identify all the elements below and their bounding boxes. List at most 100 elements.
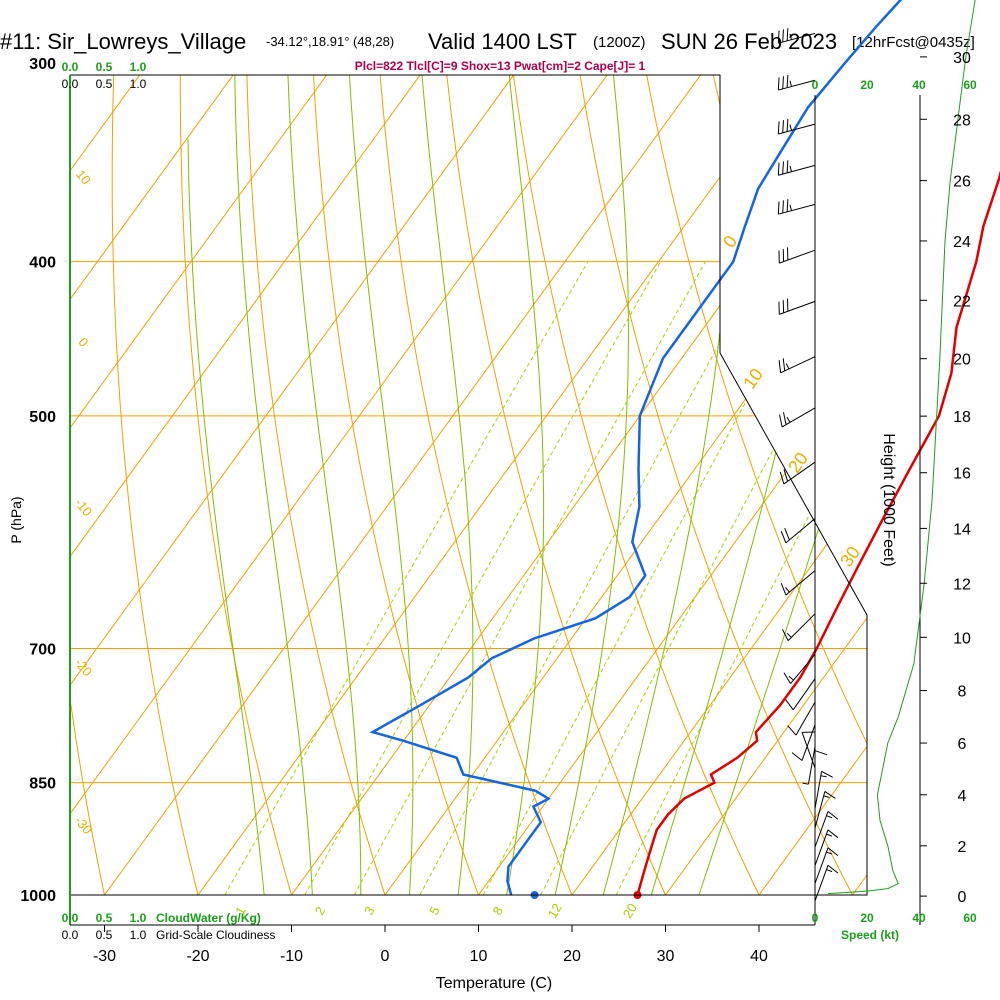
wind-barb [777, 75, 816, 91]
svg-text:40: 40 [912, 911, 926, 925]
wind-barb [814, 791, 836, 829]
svg-text:60: 60 [963, 78, 977, 92]
speed-axis-top: 0 20 40 60 [812, 78, 977, 92]
station-name: #11: Sir_Lowreys_Village [0, 29, 246, 54]
dry-adiabat [619, 75, 867, 895]
height-tick-label: 12 [953, 576, 971, 593]
dry-adiabat [433, 75, 682, 895]
isotherm [827, 75, 867, 895]
isotherm [70, 75, 636, 895]
dry-adiabat-label: -10 [72, 495, 96, 519]
isotherm [640, 75, 867, 895]
dry-adiabat [111, 75, 208, 895]
wind-barb [780, 518, 816, 544]
svg-text:1.0: 1.0 [130, 928, 147, 942]
thermo-grid [70, 0, 1000, 929]
wind-barb [778, 298, 816, 315]
wind-barb [802, 746, 816, 785]
moist-adiabat [687, 75, 867, 895]
sounding-profiles [369, 0, 1000, 899]
moist-adiabat [343, 75, 414, 895]
wind-barb [783, 654, 816, 684]
cloud-scale-bottom: 0.0 0.5 1.0 CloudWater (g/Kg) 0.0 0.5 1.… [62, 911, 276, 942]
svg-text:0.5: 0.5 [96, 77, 113, 91]
svg-text:60: 60 [963, 911, 977, 925]
wind-barb [777, 160, 816, 176]
height-tick-label: 16 [953, 466, 971, 483]
isotherm [70, 75, 449, 895]
svg-text:0.5: 0.5 [96, 60, 113, 74]
wind-barb [814, 864, 839, 902]
dewpoint-profile [369, 0, 903, 896]
pressure-tick-label: 1000 [20, 888, 56, 905]
wind-barb [785, 678, 816, 711]
isotherm [70, 75, 542, 895]
height-tick-label: 28 [953, 112, 971, 129]
wind-barb [801, 731, 816, 769]
isotherm [70, 75, 355, 895]
dry-adiabat-label: -20 [72, 655, 96, 679]
height-tick-label: 6 [958, 736, 967, 753]
height-tick-label: 10 [953, 630, 971, 647]
wind-barb [777, 199, 816, 215]
x-tick-label: 20 [563, 948, 581, 965]
height-tick-label: 26 [953, 174, 971, 191]
wind-barb [791, 724, 816, 761]
moist-adiabat [187, 139, 268, 895]
wind-barb [779, 461, 816, 485]
mixing-ratio-label: 3 [361, 904, 378, 918]
x-axis-ticks: -30 -20 -10 0 10 20 30 40 [93, 925, 768, 965]
wind-barb [777, 28, 816, 44]
mixing-ratio-line [353, 261, 706, 895]
dry-adiabat-label: 10 [73, 167, 94, 188]
pressure-tick-label: 700 [29, 641, 56, 658]
mixing-ratio-label: 2 [312, 904, 329, 918]
isotherm [547, 75, 867, 895]
moist-adiabat [593, 75, 733, 895]
pressure-tick-label: 850 [29, 776, 56, 793]
forecast-run: [12hrFcst@0435z] [852, 34, 975, 51]
x-tick-label: -20 [186, 948, 209, 965]
wind-barb [814, 770, 833, 809]
svg-text:0.0: 0.0 [62, 928, 79, 942]
dry-adiabat [993, 0, 1000, 929]
pressure-axis-ticks: 2503004005007008501000 [20, 56, 56, 905]
svg-text:0: 0 [812, 78, 819, 92]
dry-adiabat [557, 75, 867, 895]
height-axis-label: Height (1000 Feet) [880, 433, 897, 566]
dry-adiabat [245, 75, 397, 895]
isotherm [360, 75, 867, 895]
svg-text:40: 40 [912, 78, 926, 92]
svg-text:1.0: 1.0 [130, 77, 147, 91]
x-tick-label: -30 [93, 948, 116, 965]
height-tick-label: 22 [953, 293, 971, 310]
isotherm [266, 75, 867, 895]
isotherm [79, 75, 823, 895]
dry-adiabat [370, 75, 587, 895]
wind-barb [777, 118, 816, 135]
svg-text:0: 0 [812, 911, 819, 925]
moist-adiabat [494, 75, 545, 895]
x-tick-label: 0 [381, 948, 390, 965]
isotherm [453, 75, 867, 895]
temperature-profile [636, 170, 1000, 896]
isotherm-label: 10 [739, 365, 767, 393]
mixing-ratio-line [224, 261, 589, 895]
plot-frame [70, 74, 868, 896]
wind-barb [814, 847, 839, 884]
valid-time: Valid 1400 LST [428, 29, 577, 54]
height-tick-label: 20 [953, 352, 971, 369]
mixing-ratio-labels: 1 2 3 5 8 12 20 [232, 901, 640, 921]
station-coords: -34.12°,18.91° (48,28) [266, 34, 394, 49]
isotherm [70, 75, 262, 895]
svg-text:0.5: 0.5 [96, 928, 113, 942]
wind-barb [814, 829, 839, 866]
svg-text:0.0: 0.0 [62, 60, 79, 74]
wind-barb [782, 613, 816, 642]
wind-barb [814, 750, 828, 789]
x-tick-label: 30 [657, 948, 675, 965]
mixing-ratio-line [304, 261, 661, 895]
wind-speed-profile [827, 0, 976, 895]
svg-text:1.0: 1.0 [130, 911, 147, 925]
moist-adiabat [411, 75, 474, 895]
